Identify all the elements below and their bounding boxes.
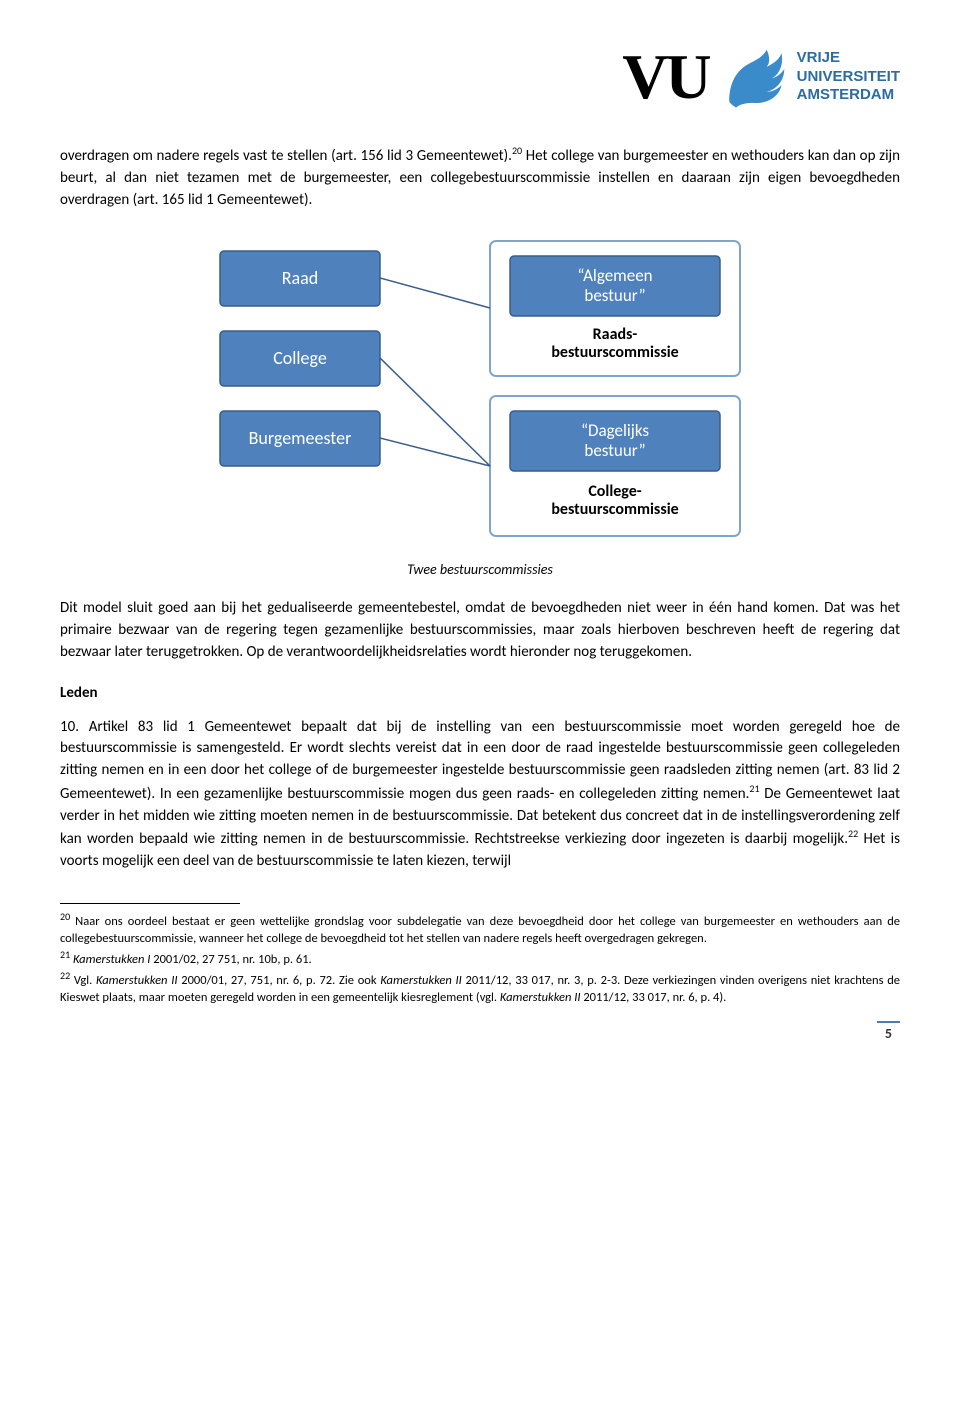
svg-text:“Algemeen: “Algemeen (577, 265, 652, 286)
uni-line2: UNIVERSITEIT (797, 68, 900, 87)
paragraph-1: overdragen om nadere regels vast te stel… (60, 144, 900, 211)
footnotes: 20 Naar ons oordeel bestaat er geen wett… (60, 910, 900, 1007)
paragraph-2: Dit model sluit goed aan bij het geduali… (60, 598, 900, 663)
svg-text:Raads-: Raads- (593, 325, 638, 344)
uni-line3: AMSTERDAM (797, 86, 900, 105)
svg-text:bestuur”: bestuur” (584, 440, 645, 461)
logo-header: VU VRIJE UNIVERSITEIT AMSTERDAM (60, 40, 900, 114)
footnote-21: 21 Kamerstukken I 2001/02, 27 751, nr. 1… (60, 948, 900, 969)
svg-text:bestuur”: bestuur” (584, 285, 645, 306)
svg-text:Raad: Raad (282, 267, 318, 289)
section-heading-leden: Leden (60, 684, 900, 702)
svg-text:bestuurscommissie: bestuurscommissie (551, 500, 678, 519)
svg-text:College-: College- (588, 482, 641, 501)
footnote-20: 20 Naar ons oordeel bestaat er geen wett… (60, 910, 900, 948)
uni-line1: VRIJE (797, 49, 900, 68)
griffin-icon (719, 43, 787, 111)
svg-text:“Dagelijks: “Dagelijks (581, 420, 649, 441)
svg-text:Burgemeester: Burgemeester (249, 427, 352, 449)
footnote-separator (60, 903, 240, 904)
page-number: 5 (877, 1021, 900, 1044)
footnote-22: 22 Vgl. Kamerstukken II 2000/01, 27, 751… (60, 969, 900, 1007)
page-number-wrap: 5 (60, 1021, 900, 1044)
university-name: VRIJE UNIVERSITEIT AMSTERDAM (797, 49, 900, 105)
diagram-caption: Twee bestuurscommissies (60, 561, 900, 578)
svg-text:College: College (273, 347, 327, 369)
svg-text:bestuurscommissie: bestuurscommissie (551, 343, 678, 362)
vu-wordmark: VU (622, 40, 708, 114)
diagram-two-committees: Raad College Burgemeester “Algemeen best… (60, 231, 900, 551)
paragraph-3: 10. Artikel 83 lid 1 Gemeentewet bepaalt… (60, 717, 900, 873)
